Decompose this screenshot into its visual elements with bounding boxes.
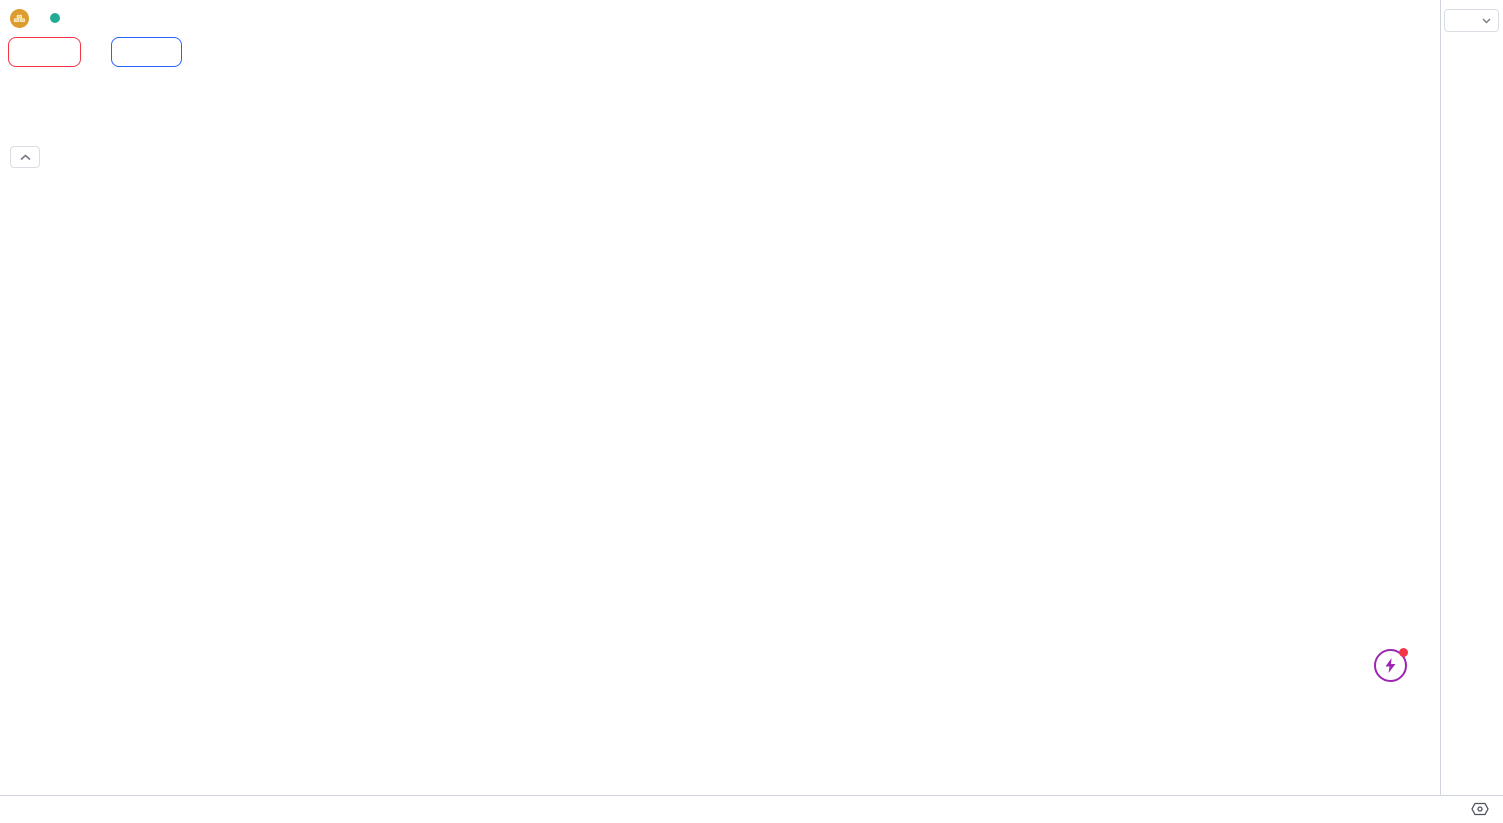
price-axis[interactable]: [1440, 0, 1503, 795]
sell-button[interactable]: [8, 37, 81, 67]
axis-settings-button[interactable]: [1471, 802, 1489, 821]
time-axis[interactable]: [0, 795, 1503, 823]
atr-legend-row[interactable]: [10, 757, 19, 772]
chart-header: [10, 6, 102, 30]
hexagon-settings-icon: [1471, 802, 1489, 816]
chevron-down-icon: [1482, 18, 1491, 23]
instant-order-button[interactable]: [1374, 648, 1408, 682]
trade-panel: [8, 37, 182, 67]
market-status-icon[interactable]: [50, 13, 60, 23]
cci-legend-row[interactable]: [10, 687, 19, 702]
notification-dot: [1399, 648, 1408, 657]
chevron-up-icon: [19, 153, 31, 160]
legend-collapse-button[interactable]: [10, 146, 40, 168]
gold-symbol-icon: [10, 8, 29, 28]
lightning-bolt-icon: [1385, 658, 1396, 673]
buy-button[interactable]: [111, 37, 182, 67]
currency-dropdown[interactable]: [1444, 9, 1499, 32]
